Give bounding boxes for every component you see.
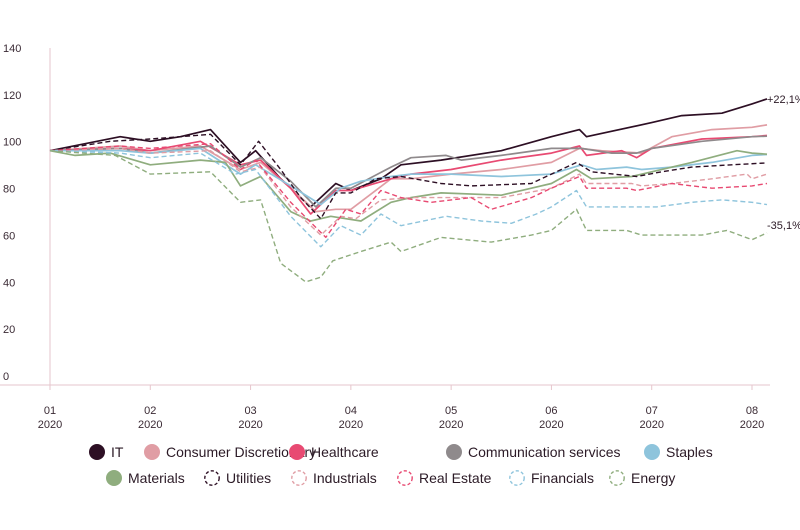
legend-marker-industrials — [291, 470, 307, 486]
legend-marker-it — [89, 444, 105, 460]
x-tick-label-year: 2020 — [539, 419, 563, 431]
x-tick-label-month: 03 — [244, 405, 256, 417]
legend-marker-staples — [644, 444, 660, 460]
x-tick-label-month: 06 — [545, 405, 557, 417]
legend-label-it: IT — [111, 444, 124, 460]
y-tick-label: 20 — [3, 324, 15, 336]
annotation-energy-change: -35,1% — [767, 220, 800, 232]
x-tick-label-year: 2020 — [238, 419, 262, 431]
series-line-materials — [49, 149, 768, 222]
x-tick-label-month: 02 — [144, 405, 156, 417]
y-tick-label: 140 — [3, 43, 21, 55]
legend-marker-utilities — [204, 470, 220, 486]
legend-marker-financials — [509, 470, 525, 486]
end-annotations: +22,1% -35,1% — [767, 94, 800, 232]
x-tick-label-year: 2020 — [639, 419, 663, 431]
series-line-energy — [49, 150, 768, 283]
legend-label-real-estate: Real Estate — [419, 470, 492, 486]
series-lines — [49, 98, 768, 283]
y-tick-label: 100 — [3, 137, 21, 149]
legend-label-industrials: Industrials — [313, 470, 377, 486]
x-tick-label-year: 2020 — [339, 419, 363, 431]
x-tick-label-year: 2020 — [740, 419, 764, 431]
legend-marker-energy — [609, 470, 625, 486]
legend-label-communication-services: Communication services — [468, 444, 621, 460]
legend-item-staples: Staples — [644, 444, 713, 460]
legend-marker-consumer-discretionary — [144, 444, 160, 460]
y-tick-label: 60 — [3, 230, 15, 242]
x-tick-label-month: 05 — [445, 405, 457, 417]
series-line-consumer-discretionary — [49, 124, 768, 213]
x-tick-label-month: 04 — [345, 405, 357, 417]
series-line-real-estate — [49, 142, 768, 239]
legend-label-staples: Staples — [666, 444, 713, 460]
legend-item-utilities: Utilities — [204, 470, 271, 486]
legend-item-financials: Financials — [509, 470, 594, 486]
annotation-it-change: +22,1% — [767, 94, 800, 106]
legend-marker-real-estate — [397, 470, 413, 486]
legend-item-real-estate: Real Estate — [397, 470, 492, 486]
legend-item-industrials: Industrials — [291, 470, 377, 486]
x-axis-ticks: 01 2020 02 2020 03 2020 04 2020 05 2020 06 2020 07 20… — [38, 385, 764, 431]
legend-marker-communication-services — [446, 444, 462, 460]
legend-item-communication-services: Communication services — [446, 444, 621, 460]
x-tick-label-year: 2020 — [38, 419, 62, 431]
legend-item-consumer-discretionary: Consumer Discretionary — [144, 444, 316, 460]
legend-label-financials: Financials — [531, 470, 594, 486]
y-tick-label: 0 — [3, 371, 9, 383]
x-tick-label-year: 2020 — [138, 419, 162, 431]
legend-label-utilities: Utilities — [226, 470, 271, 486]
series-line-utilities — [49, 133, 768, 220]
legend-item-energy: Energy — [609, 470, 675, 486]
series-line-financials — [49, 150, 768, 248]
legend-label-consumer-discretionary: Consumer Discretionary — [166, 444, 316, 460]
legend-item-healthcare: Healthcare — [289, 444, 379, 460]
legend-marker-materials — [106, 470, 122, 486]
series-line-industrials — [49, 147, 768, 236]
x-tick-label-month: 07 — [646, 405, 658, 417]
legend-label-energy: Energy — [631, 470, 675, 486]
legend-item-it: IT — [89, 444, 124, 460]
y-tick-label: 120 — [3, 90, 21, 102]
x-tick-label-month: 08 — [746, 405, 758, 417]
y-tick-label: 40 — [3, 277, 15, 289]
legend-label-healthcare: Healthcare — [311, 444, 379, 460]
y-axis-ticks: 0 20 40 60 80 100 120 140 — [3, 43, 21, 383]
x-tick-label-month: 01 — [44, 405, 56, 417]
legend-marker-healthcare — [289, 444, 305, 460]
x-tick-label-year: 2020 — [439, 419, 463, 431]
y-tick-label: 80 — [3, 184, 15, 196]
legend-label-materials: Materials — [128, 470, 185, 486]
legend-item-materials: Materials — [106, 470, 185, 486]
